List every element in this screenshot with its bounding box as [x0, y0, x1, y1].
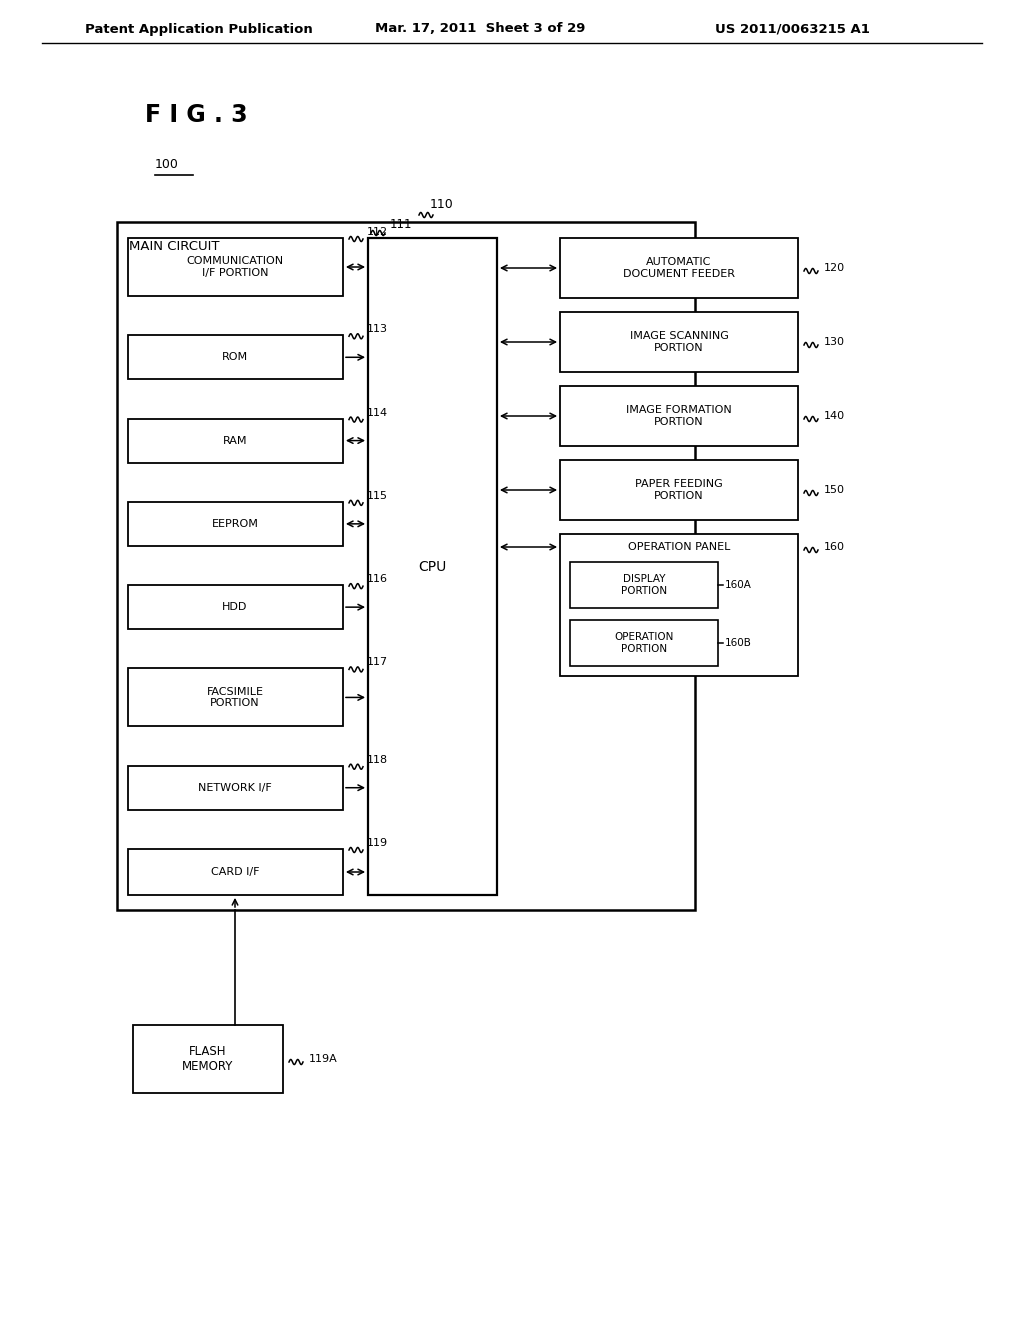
Text: 119A: 119A [309, 1053, 338, 1064]
Bar [560, 385, 798, 446]
Text: 113: 113 [367, 325, 388, 334]
Bar [128, 849, 343, 895]
Text: NETWORK I/F: NETWORK I/F [198, 783, 272, 793]
Text: OPERATION PANEL: OPERATION PANEL [628, 543, 730, 552]
Text: MAIN CIRCUIT: MAIN CIRCUIT [129, 240, 219, 253]
Bar [117, 222, 695, 909]
Bar [128, 502, 343, 546]
Text: AUTOMATIC
DOCUMENT FEEDER: AUTOMATIC DOCUMENT FEEDER [623, 257, 735, 279]
Text: IMAGE FORMATION
PORTION: IMAGE FORMATION PORTION [626, 405, 732, 426]
Text: 117: 117 [367, 657, 388, 668]
Bar [128, 585, 343, 630]
Text: 111: 111 [390, 218, 413, 231]
Text: DISPLAY
PORTION: DISPLAY PORTION [621, 574, 667, 595]
Text: EEPROM: EEPROM [212, 519, 258, 529]
Text: OPERATION
PORTION: OPERATION PORTION [614, 632, 674, 653]
Text: 119: 119 [367, 838, 388, 847]
Text: 120: 120 [824, 263, 845, 273]
Bar [560, 312, 798, 372]
Text: PAPER FEEDING
PORTION: PAPER FEEDING PORTION [635, 479, 723, 500]
Text: ROM: ROM [222, 352, 248, 362]
Text: CARD I/F: CARD I/F [211, 867, 259, 876]
Text: 160: 160 [824, 543, 845, 552]
Text: FACSIMILE
PORTION: FACSIMILE PORTION [207, 686, 263, 709]
Bar [560, 459, 798, 520]
Bar [128, 668, 343, 726]
Text: Patent Application Publication: Patent Application Publication [85, 22, 312, 36]
Text: Mar. 17, 2011  Sheet 3 of 29: Mar. 17, 2011 Sheet 3 of 29 [375, 22, 586, 36]
Text: 112: 112 [367, 227, 388, 238]
Bar [128, 238, 343, 296]
Text: 140: 140 [824, 411, 845, 421]
Bar [560, 238, 798, 298]
Bar [368, 238, 497, 895]
Bar [133, 1026, 283, 1093]
Text: 116: 116 [367, 574, 388, 585]
Text: COMMUNICATION
I/F PORTION: COMMUNICATION I/F PORTION [186, 256, 284, 277]
Text: 118: 118 [367, 755, 388, 764]
Bar [128, 418, 343, 462]
Text: 130: 130 [824, 337, 845, 347]
Text: RAM: RAM [223, 436, 247, 446]
Text: 160A: 160A [725, 579, 752, 590]
Bar [128, 335, 343, 379]
Text: 150: 150 [824, 484, 845, 495]
Text: 110: 110 [430, 198, 454, 211]
Text: 114: 114 [367, 408, 388, 417]
Text: F I G . 3: F I G . 3 [145, 103, 248, 127]
Text: 115: 115 [367, 491, 388, 500]
Text: IMAGE SCANNING
PORTION: IMAGE SCANNING PORTION [630, 331, 728, 352]
Text: CPU: CPU [418, 560, 446, 574]
Text: FLASH
MEMORY: FLASH MEMORY [182, 1045, 233, 1073]
Bar [570, 620, 718, 667]
Text: 160B: 160B [725, 638, 752, 648]
Bar [570, 562, 718, 609]
Bar [128, 766, 343, 809]
Text: HDD: HDD [222, 602, 248, 612]
Bar [560, 535, 798, 676]
Text: US 2011/0063215 A1: US 2011/0063215 A1 [715, 22, 869, 36]
Text: 100: 100 [155, 158, 179, 172]
